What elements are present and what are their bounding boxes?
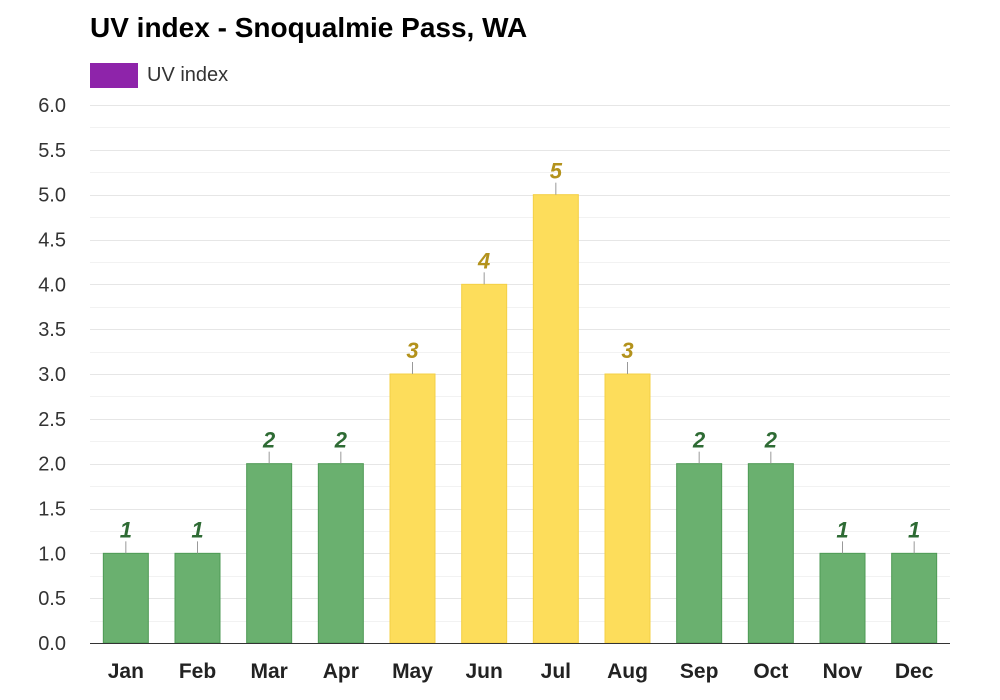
x-tick-label: Nov [823, 660, 863, 683]
x-tick-label: Aug [607, 660, 648, 683]
y-tick-label: 1.5 [38, 499, 66, 521]
y-tick-label: 6.0 [38, 95, 66, 117]
bar-sep[interactable] [676, 463, 723, 644]
y-tick-label: 2.5 [38, 409, 66, 431]
x-tick-label: Feb [179, 660, 216, 683]
y-axis: 0.0 0.5 1.0 1.5 2.0 2.5 3.0 3.5 4.0 4.5 5.0 5.5 6.0 [38, 95, 66, 655]
legend-label: UV index [147, 63, 229, 86]
bar-aug[interactable] [604, 373, 651, 644]
x-tick-label: Apr [323, 660, 359, 683]
bars [102, 194, 938, 644]
bar-dec[interactable] [891, 552, 938, 644]
legend-swatch [90, 62, 138, 88]
gridlines [90, 105, 950, 622]
data-label: 1 [120, 517, 132, 542]
bar-oct[interactable] [747, 463, 794, 644]
bar-apr[interactable] [317, 463, 364, 644]
y-tick-label: 3.5 [38, 319, 66, 341]
bar-jun[interactable] [461, 283, 508, 644]
data-label: 1 [908, 517, 920, 542]
bar-jan[interactable] [102, 552, 149, 644]
data-label: 2 [692, 428, 706, 453]
data-label: 4 [477, 248, 490, 273]
data-label: 1 [191, 517, 203, 542]
data-label: 1 [836, 517, 848, 542]
y-tick-label: 5.5 [38, 140, 66, 162]
y-tick-label: 0.5 [38, 588, 66, 610]
data-label: 5 [550, 159, 563, 184]
x-tick-label: Sep [680, 660, 719, 683]
data-label: 2 [334, 428, 348, 453]
x-tick-label: Jul [541, 660, 571, 683]
x-tick-label: Jun [465, 660, 502, 683]
bar-may[interactable] [389, 373, 436, 644]
x-tick-label: Jan [108, 660, 144, 683]
bar-nov[interactable] [819, 552, 866, 644]
bar-mar[interactable] [246, 463, 293, 644]
y-tick-label: 1.0 [38, 543, 66, 565]
y-tick-label: 2.0 [38, 454, 66, 476]
data-label: 2 [764, 428, 778, 453]
x-tick-label: Oct [753, 660, 788, 683]
x-tick-label: Dec [895, 660, 934, 683]
y-tick-label: 5.0 [38, 185, 66, 207]
y-tick-label: 0.0 [38, 633, 66, 655]
y-tick-label: 4.0 [38, 274, 66, 296]
y-tick-label: 4.5 [38, 230, 66, 252]
x-tick-label: Mar [250, 660, 287, 683]
data-label: 2 [262, 428, 276, 453]
data-label: 3 [621, 338, 633, 363]
x-axis: Jan Feb Mar Apr May Jun Jul Aug Sep Oct Nov Dec [108, 660, 934, 683]
data-labels: 1 1 2 2 3 4 5 3 2 2 1 1 [120, 159, 920, 554]
bar-jul[interactable] [532, 194, 579, 644]
x-tick-label: May [392, 660, 433, 683]
data-label: 3 [406, 338, 418, 363]
chart-legend[interactable]: UV index [90, 62, 228, 88]
y-tick-label: 3.0 [38, 364, 66, 386]
chart-title: UV index - Snoqualmie Pass, WA [90, 12, 528, 43]
bar-feb[interactable] [174, 552, 221, 644]
